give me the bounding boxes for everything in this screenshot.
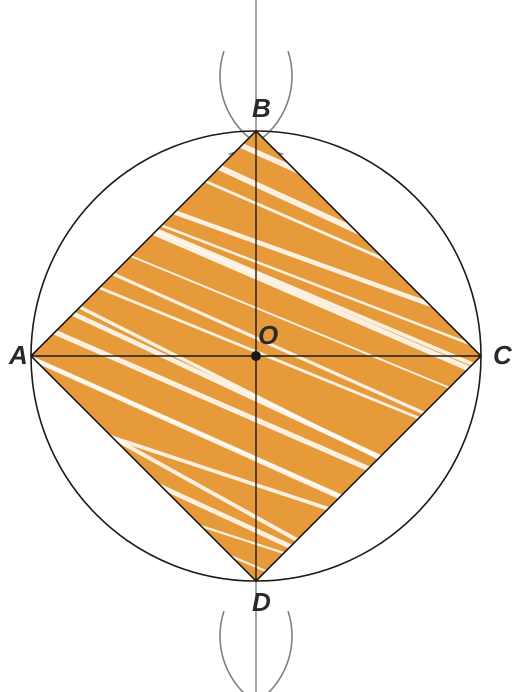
label-d: D [252,587,271,617]
label-b: B [252,93,271,123]
center-point [251,351,261,361]
label-c: C [493,340,513,370]
label-a: A [8,340,28,370]
label-o: O [258,320,278,350]
